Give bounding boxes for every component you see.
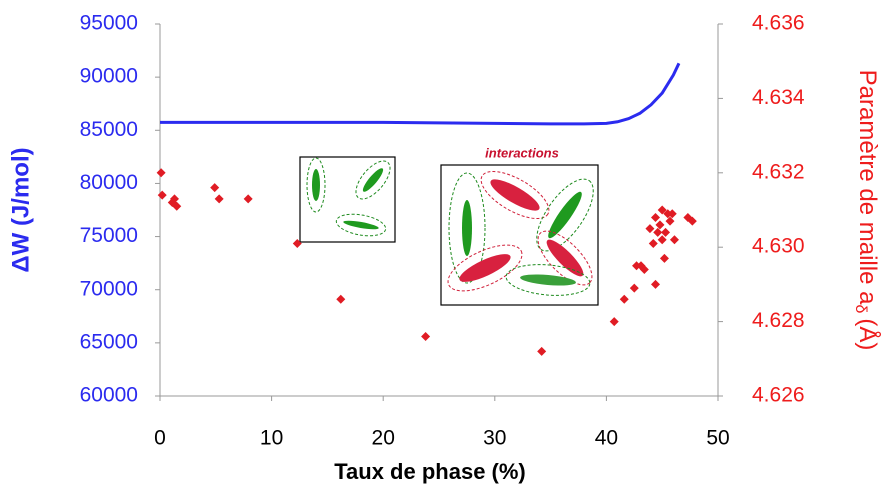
scatter-point [661, 227, 671, 237]
scatter-point [243, 194, 253, 204]
y2-label-sub: δ [852, 304, 869, 313]
y2-label-main: Paramètre de maille a [854, 70, 881, 305]
y-tick-label: 60000 [80, 384, 138, 407]
scatter-point [172, 201, 182, 211]
scatter-point [421, 331, 431, 341]
y2-tick-label: 4.634 [752, 86, 805, 109]
scatter-point [619, 294, 629, 304]
y2-tick-label: 4.636 [752, 12, 805, 35]
x-tick-label: 50 [706, 427, 729, 450]
scatter-point [648, 238, 658, 248]
scatter-point [665, 216, 675, 226]
y2-tick-label: 4.626 [752, 384, 805, 407]
scatter-point [657, 235, 667, 245]
y-tick-label: 70000 [80, 277, 138, 300]
scatter-point [651, 279, 661, 289]
y-tick-label: 65000 [80, 330, 138, 353]
scatter-point [657, 205, 667, 215]
y2-tick-label: 4.628 [752, 309, 805, 332]
scatter-point [210, 183, 220, 193]
scatter-point [170, 194, 180, 204]
inset-isolated [299, 156, 396, 243]
y2-tick-label: 4.630 [752, 235, 805, 258]
scatter-point [651, 212, 661, 222]
scatter-point [639, 265, 649, 275]
scatter-point [292, 238, 302, 248]
y-axis-label: ΔW (J/mol) [7, 147, 34, 272]
y2-label-unit: (Å) [854, 318, 882, 350]
scatter-point [156, 168, 166, 178]
scatter-point [659, 253, 669, 263]
x-tick-label: 30 [483, 427, 506, 450]
x-tick-label: 40 [595, 427, 618, 450]
scatter-point [629, 283, 639, 293]
scatter-point [687, 216, 697, 226]
scatter-point [157, 190, 167, 200]
scatter-point [214, 194, 224, 204]
y-tick-label: 95000 [80, 12, 138, 35]
y2-tick-label: 4.632 [752, 160, 805, 183]
x-tick-label: 0 [154, 427, 166, 450]
scatter-point [336, 294, 346, 304]
scatter-point [653, 227, 663, 237]
x-axis-label: Taux de phase (%) [334, 459, 526, 484]
x-tick-label: 20 [372, 427, 395, 450]
x-tick-label: 10 [260, 427, 283, 450]
y-tick-label: 75000 [80, 224, 138, 247]
scatter-point [609, 317, 619, 327]
inset-interactions [440, 164, 599, 306]
scatter-point [669, 235, 679, 245]
y-tick-label: 85000 [80, 118, 138, 141]
scatter-point [655, 220, 665, 230]
y2-axis-label: Paramètre de maille aδ (Å) [852, 70, 882, 351]
y-tick-label: 80000 [80, 171, 138, 194]
y-tick-label: 90000 [80, 65, 138, 88]
scatter-point [645, 224, 655, 234]
annotation: interactions [485, 145, 559, 160]
line-series [160, 62, 681, 126]
scatter-point [537, 346, 547, 356]
scatter-point [663, 209, 673, 219]
